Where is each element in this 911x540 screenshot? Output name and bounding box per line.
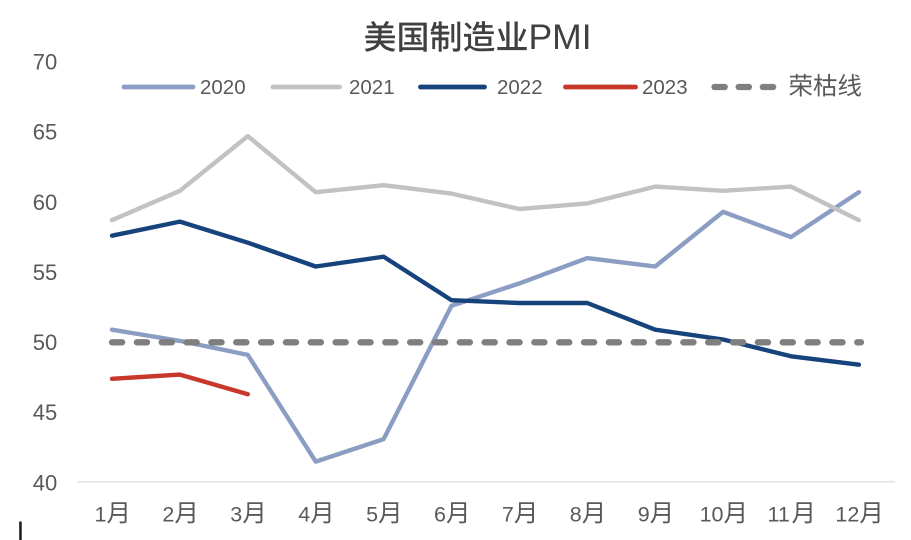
svg-text:11: 11 <box>768 503 790 527</box>
svg-text:1: 1 <box>95 503 107 527</box>
svg-text:2021: 2021 <box>349 76 395 99</box>
svg-text:2: 2 <box>162 503 174 527</box>
svg-text:65: 65 <box>33 120 57 145</box>
svg-text:6: 6 <box>434 503 446 527</box>
svg-text:2023: 2023 <box>642 76 688 99</box>
svg-text:5: 5 <box>366 503 378 527</box>
svg-text:40: 40 <box>33 470 57 495</box>
svg-text:50: 50 <box>33 330 57 355</box>
svg-text:9: 9 <box>638 503 650 527</box>
svg-text:PMI: PMI <box>529 17 592 57</box>
svg-text:10: 10 <box>700 503 724 527</box>
svg-text:70: 70 <box>33 50 57 75</box>
svg-text:12: 12 <box>835 503 859 527</box>
svg-text:3: 3 <box>230 503 242 527</box>
svg-text:2020: 2020 <box>200 76 246 99</box>
svg-text:2022: 2022 <box>497 76 543 99</box>
svg-text:4: 4 <box>298 503 310 527</box>
svg-text:45: 45 <box>33 400 57 425</box>
svg-text:55: 55 <box>33 260 57 285</box>
svg-text:60: 60 <box>33 190 57 215</box>
svg-text:8: 8 <box>570 503 582 527</box>
svg-text:7: 7 <box>502 503 514 527</box>
